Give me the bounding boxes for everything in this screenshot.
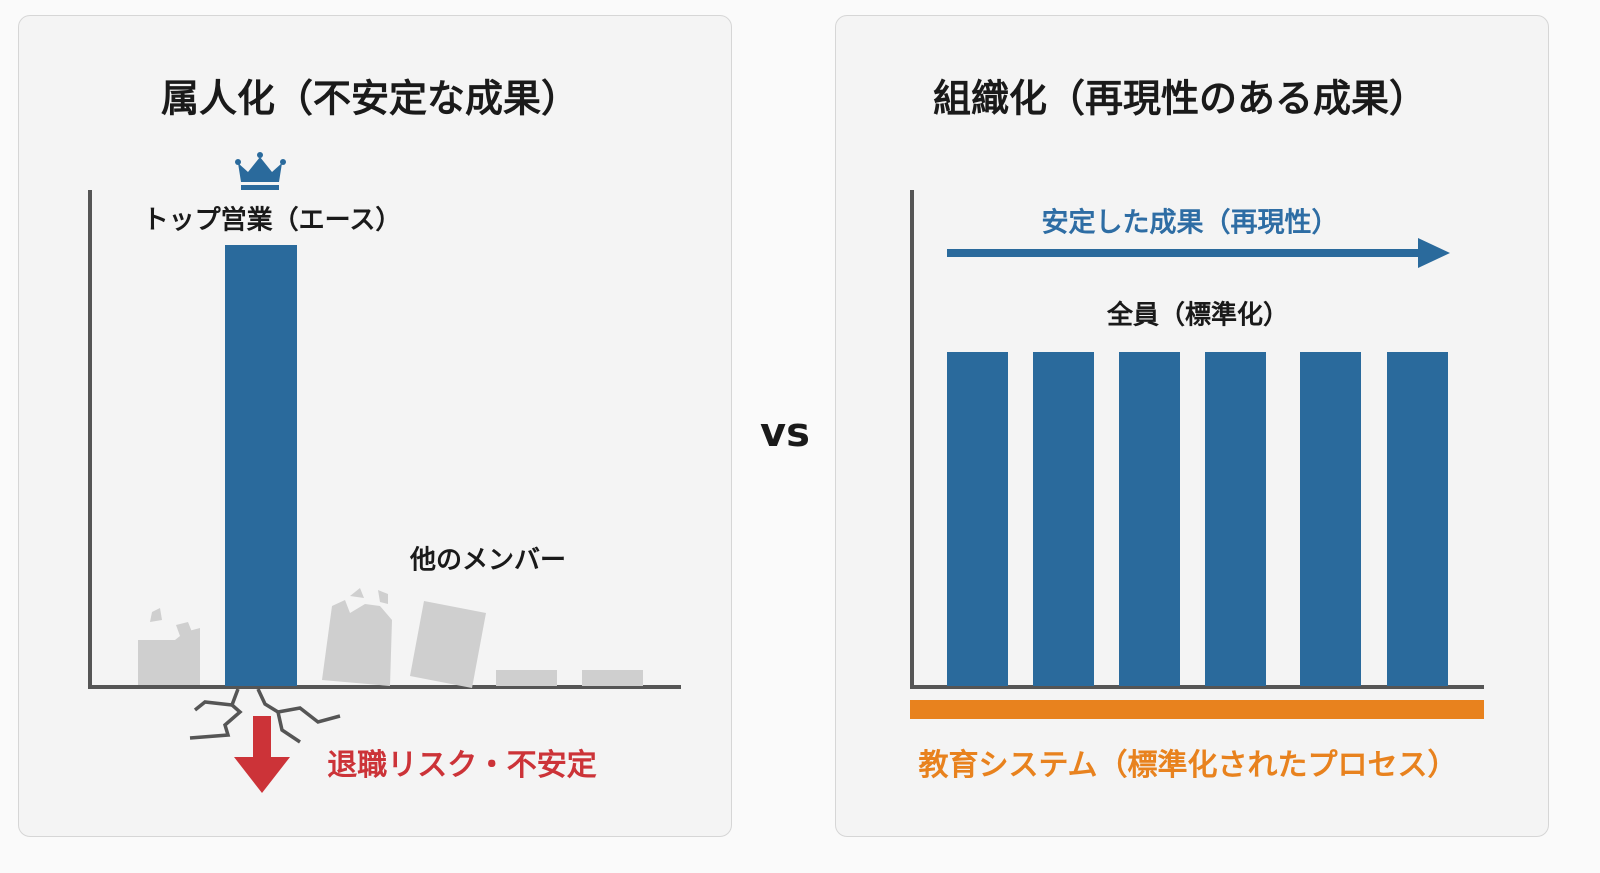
member-bar: [1119, 352, 1180, 686]
member-bar: [1300, 352, 1361, 686]
crack-icon: [189, 688, 341, 744]
standardized-bars: [947, 352, 1448, 686]
right-title: 組織化（再現性のある成果）: [932, 76, 1428, 121]
foundation-label: 教育システム（標準化されたプロセス）: [918, 748, 1458, 783]
vs-label: VS: [760, 410, 810, 456]
others-label: 他のメンバー: [409, 545, 567, 576]
crown-icon: [235, 152, 286, 190]
member-bar: [947, 352, 1008, 686]
bar-fragment: [176, 622, 192, 636]
member-bar: [1205, 352, 1266, 686]
ace-bar: [225, 245, 297, 686]
left-panel: [18, 15, 732, 837]
bars-label: 全員（標準化）: [1106, 300, 1290, 331]
broken-bar: [322, 600, 392, 686]
arrow-label: 安定した成果（再現性）: [1041, 207, 1339, 239]
foundation-bar: [910, 700, 1484, 719]
bar-fragment: [150, 608, 162, 622]
right-arrow-icon: [947, 238, 1450, 268]
bar-fragment: [378, 590, 388, 604]
member-bar: [1387, 352, 1448, 686]
member-bar: [1033, 352, 1094, 686]
tilted-bar: [410, 601, 486, 688]
risk-label: 退職リスク・不安定: [327, 748, 597, 783]
ace-label: トップ営業（エース）: [142, 205, 402, 236]
left-title: 属人化（不安定な成果）: [160, 76, 580, 121]
broken-bar: [138, 628, 200, 685]
down-arrow-icon: [234, 716, 290, 793]
other-member-bars: [138, 588, 643, 688]
bar-fragment: [350, 588, 364, 598]
low-bar: [496, 670, 557, 686]
low-bar: [582, 670, 643, 686]
